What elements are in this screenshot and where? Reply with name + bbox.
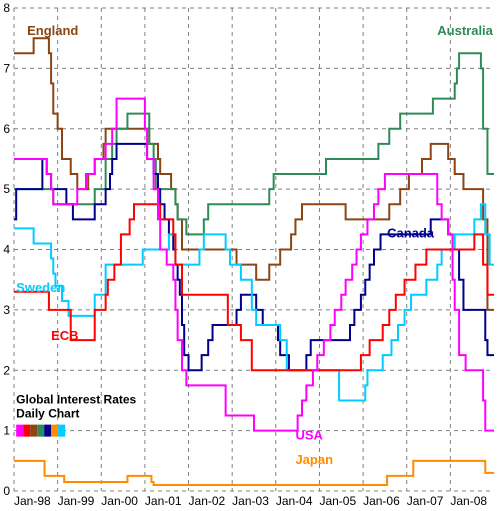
series-label-japan: Japan: [295, 452, 333, 467]
series-label-sweden: Sweden: [16, 280, 65, 295]
x-tick-label: Jan-04: [276, 494, 313, 508]
series-label-england: England: [27, 23, 78, 38]
y-tick-label: 7: [3, 61, 10, 75]
y-tick-label: 3: [3, 303, 10, 317]
y-tick-label: 1: [3, 424, 10, 438]
series-label-australia: Australia: [437, 23, 493, 38]
x-tick-label: Jan-07: [407, 494, 444, 508]
palette-swatch: [58, 425, 65, 437]
x-tick-label: Jan-98: [14, 494, 51, 508]
x-tick-label: Jan-03: [232, 494, 269, 508]
x-tick-label: Jan-01: [145, 494, 182, 508]
interest-rate-chart: 0 1 2 3 4 5 6 7 8 Jan-98 Jan-99 Jan-00 Jan-01 Jan-02 J…: [0, 0, 500, 511]
series-label-usa: USA: [295, 428, 323, 443]
x-tick-label: Jan-05: [319, 494, 356, 508]
chart-title: Global Interest Rates: [16, 392, 136, 406]
x-tick-label: Jan-00: [101, 494, 138, 508]
y-tick-label: 6: [3, 122, 10, 136]
y-tick-label: 4: [3, 243, 10, 257]
palette-swatch: [30, 425, 37, 437]
y-tick-label: 0: [3, 484, 10, 498]
palette-swatch: [37, 425, 44, 437]
y-tick-label: 8: [3, 1, 10, 15]
palette-swatch: [23, 425, 30, 437]
x-tick-label: Jan-06: [363, 494, 400, 508]
series-label-ecb: ECB: [51, 328, 78, 343]
y-tick-label: 2: [3, 363, 10, 377]
chart-subtitle: Daily Chart: [16, 406, 79, 420]
palette-swatch: [44, 425, 51, 437]
series-label-canada: Canada: [387, 225, 435, 240]
chart-container: 0 1 2 3 4 5 6 7 8 Jan-98 Jan-99 Jan-00 Jan-01 Jan-02 J…: [0, 0, 500, 511]
x-tick-label: Jan-08: [450, 494, 487, 508]
palette-swatch: [51, 425, 58, 437]
x-tick-label: Jan-02: [189, 494, 226, 508]
palette-swatch: [16, 425, 23, 437]
x-tick-label: Jan-99: [58, 494, 95, 508]
y-tick-label: 5: [3, 182, 10, 196]
